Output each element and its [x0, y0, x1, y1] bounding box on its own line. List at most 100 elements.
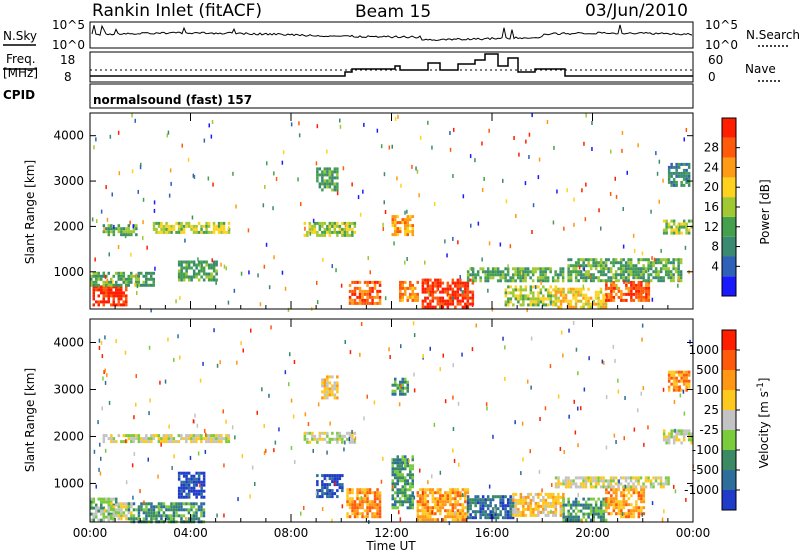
- range-cell: [456, 296, 460, 300]
- range-cell: [102, 515, 105, 519]
- range-cell: [311, 437, 314, 441]
- range-cell: [170, 514, 173, 518]
- range-cell: [127, 277, 130, 281]
- echo-cell: [424, 260, 426, 265]
- range-cell: [599, 503, 603, 507]
- range-cell: [569, 485, 573, 489]
- range-cell: [90, 283, 93, 287]
- range-cell: [92, 285, 95, 289]
- echo-cell: [462, 290, 464, 294]
- range-cell: [549, 495, 553, 499]
- range-cell: [519, 276, 522, 280]
- range-cell: [110, 277, 113, 281]
- echo-cell: [106, 279, 109, 284]
- range-cell: [644, 279, 648, 283]
- range-cell: [220, 230, 223, 234]
- range-cell: [491, 276, 495, 280]
- range-cell: [308, 221, 312, 225]
- echo-cell: [531, 113, 533, 118]
- range-cell: [187, 483, 191, 487]
- range-cell: [456, 512, 460, 516]
- range-cell: [411, 227, 414, 231]
- range-cell: [469, 504, 472, 508]
- range-cell: [582, 485, 585, 489]
- range-cell: [326, 230, 329, 234]
- echo-cell: [568, 414, 570, 419]
- range-cell: [569, 479, 573, 483]
- range-cell: [454, 497, 457, 501]
- range-cell: [644, 485, 648, 489]
- range-cell: [599, 267, 603, 271]
- range-cell: [514, 294, 518, 298]
- range-cell: [620, 491, 623, 495]
- range-cell: [592, 302, 595, 306]
- range-cell: [547, 513, 550, 517]
- range-cell: [185, 480, 188, 484]
- range-cell: [404, 286, 407, 290]
- echo-cell: [322, 257, 324, 262]
- range-cell: [185, 483, 188, 487]
- range-cell: [657, 476, 660, 480]
- range-cell: [484, 279, 487, 283]
- range-cell: [378, 280, 382, 284]
- range-cell: [484, 276, 487, 280]
- range-cell: [584, 296, 588, 300]
- range-cell: [127, 224, 131, 228]
- range-cell: [687, 171, 691, 175]
- range-cell: [519, 501, 523, 505]
- range-cell: [140, 283, 143, 287]
- range-cell: [479, 279, 482, 283]
- echo-cell: [231, 425, 234, 430]
- echo-cell: [689, 339, 691, 344]
- range-cell: [474, 276, 477, 280]
- range-cell: [185, 266, 188, 270]
- range-cell: [207, 230, 211, 234]
- range-cell: [411, 497, 414, 501]
- range-cell: [625, 292, 628, 296]
- range-cell: [177, 434, 181, 438]
- echo-cell: [236, 360, 238, 365]
- range-cell: [220, 224, 223, 228]
- range-cell: [195, 508, 198, 512]
- range-cell: [175, 505, 178, 509]
- range-cell: [637, 283, 641, 287]
- range-cell: [396, 464, 399, 468]
- range-cell: [331, 375, 334, 379]
- range-cell: [584, 302, 588, 306]
- echo-cell: [108, 400, 111, 405]
- range-cell: [399, 283, 402, 287]
- echo-cell: [591, 147, 593, 151]
- range-cell: [579, 276, 583, 280]
- range-cell: [326, 378, 329, 382]
- range-cell: [551, 276, 555, 280]
- range-cell: [120, 283, 123, 287]
- range-cell: [137, 280, 140, 284]
- range-cell: [667, 482, 670, 486]
- range-cell: [577, 287, 580, 291]
- range-cell: [130, 277, 133, 281]
- range-cell: [323, 378, 327, 382]
- range-cell: [640, 506, 643, 510]
- range-cell: [562, 296, 565, 300]
- range-cell: [177, 221, 181, 225]
- range-cell: [145, 508, 148, 512]
- range-cell: [645, 295, 648, 299]
- range-cell: [175, 502, 178, 506]
- range-cell: [416, 298, 419, 302]
- range-cell: [107, 227, 111, 231]
- range-cell: [599, 270, 603, 274]
- range-cell: [441, 296, 445, 300]
- range-cell: [431, 497, 435, 501]
- range-cell: [192, 440, 196, 444]
- range-cell: [622, 494, 626, 498]
- range-cell: [461, 305, 465, 309]
- range-cell: [687, 180, 691, 184]
- echo-cell: [263, 264, 266, 269]
- range-cell: [326, 396, 329, 400]
- range-cell: [222, 227, 226, 231]
- range-cell: [662, 258, 665, 262]
- range-cell: [579, 287, 583, 291]
- range-cell: [205, 272, 208, 276]
- range-cell: [363, 500, 367, 504]
- echo-cell: [585, 182, 587, 187]
